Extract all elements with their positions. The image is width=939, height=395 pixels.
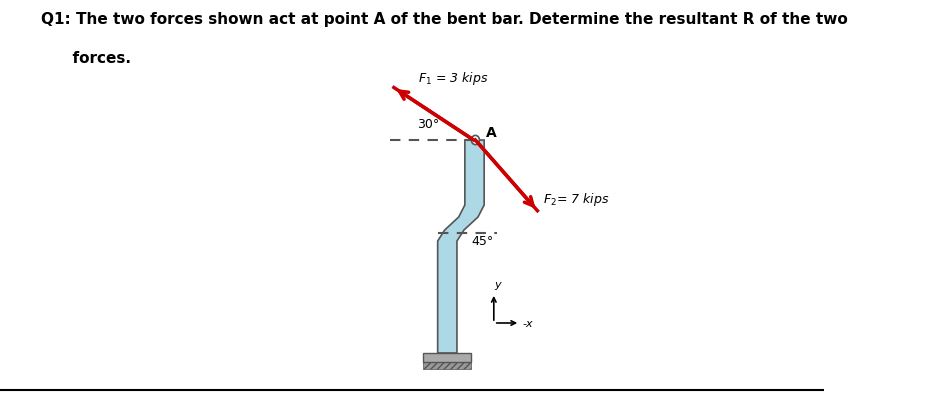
Bar bbox=[423, 362, 471, 369]
Text: y: y bbox=[495, 280, 501, 290]
Polygon shape bbox=[438, 140, 485, 353]
Text: -x: -x bbox=[523, 319, 533, 329]
Text: A: A bbox=[485, 126, 497, 140]
Text: $F_1$ = 3 kips: $F_1$ = 3 kips bbox=[419, 70, 489, 87]
Bar bbox=[423, 353, 471, 362]
Text: $F_2$= 7 kips: $F_2$= 7 kips bbox=[543, 191, 609, 208]
Text: 45°: 45° bbox=[471, 235, 493, 248]
Circle shape bbox=[471, 135, 480, 145]
Text: Q1: The two forces shown act at point A of the bent bar. Determine the resultant: Q1: The two forces shown act at point A … bbox=[41, 12, 848, 27]
Text: forces.: forces. bbox=[41, 51, 131, 66]
Text: 30°: 30° bbox=[417, 118, 439, 131]
